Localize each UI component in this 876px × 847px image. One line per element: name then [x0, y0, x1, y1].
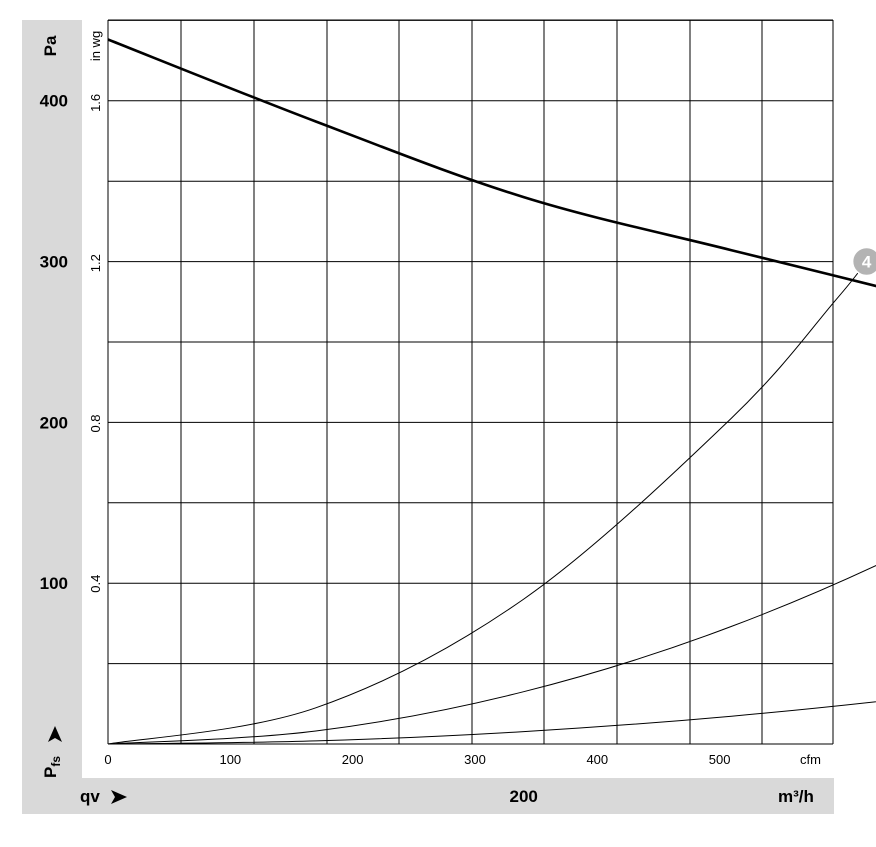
y-tick-inwg: 1.2 — [88, 254, 103, 272]
x-unit-m3h: m³/h — [778, 787, 814, 806]
system-curve-2 — [107, 701, 876, 745]
x-axis-label: qv — [80, 787, 100, 806]
x-tick-cfm: 0 — [104, 752, 111, 767]
operating-point-markers: 1234 — [851, 246, 876, 277]
x-tick-cfm: 200 — [342, 752, 364, 767]
x-tick-m3h: 200 — [509, 787, 537, 806]
y-axis-band — [22, 20, 82, 814]
y-axis-label: Pfs — [41, 756, 63, 778]
fan-curve-group — [107, 38, 876, 288]
y-tick-inwg: 0.4 — [88, 575, 103, 593]
x-tick-cfm: 100 — [219, 752, 241, 767]
x-axis-arrow-icon — [111, 790, 127, 804]
x-tick-cfm: 400 — [586, 752, 608, 767]
y-unit-pa: Pa — [41, 35, 60, 56]
x-axis-band — [22, 778, 834, 814]
system-curve-3 — [107, 564, 876, 745]
system-curves — [107, 261, 876, 745]
marker-label: 4 — [862, 252, 872, 271]
marker-circle — [851, 246, 876, 277]
y-axis-label-sub: fs — [49, 756, 63, 767]
x-tick-cfm: 500 — [709, 752, 731, 767]
y-tick-pa: 200 — [40, 413, 68, 432]
y-tick-pa: 100 — [40, 574, 68, 593]
grid-lines — [107, 19, 834, 745]
y-axis-label-main: P — [41, 767, 60, 778]
operating-point-4: 4 — [851, 246, 876, 277]
y-tick-pa: 300 — [40, 252, 68, 271]
y-tick-pa: 400 — [40, 92, 68, 111]
y-tick-inwg: 1.6 — [88, 94, 103, 112]
system-curve-4 — [107, 261, 867, 745]
svg-text:Pfs: Pfs — [41, 756, 63, 778]
fan-curve — [107, 38, 876, 288]
x-unit-cfm: cfm — [800, 752, 821, 767]
y-axis-arrow-icon — [48, 726, 62, 742]
axis-ticks: 100 200 300 400 0.4 0.8 1.2 1.6 0 100 200 300 400 500… — [40, 92, 731, 806]
y-unit-inwg: in wg — [88, 31, 103, 61]
y-tick-inwg: 0.8 — [88, 414, 103, 432]
x-tick-cfm: 300 — [464, 752, 486, 767]
